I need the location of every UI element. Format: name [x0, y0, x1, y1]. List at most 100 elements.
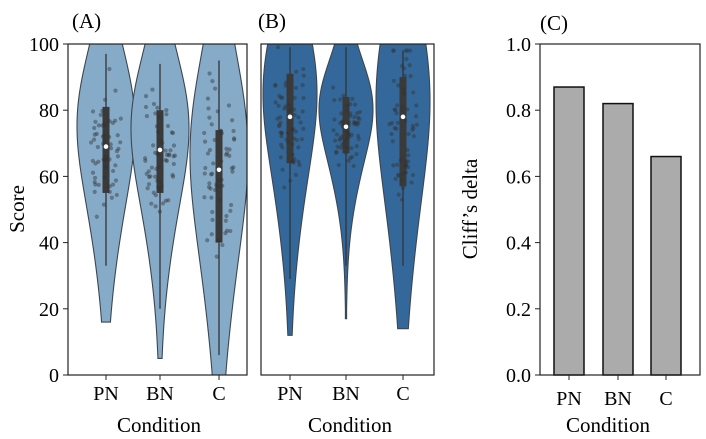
point	[228, 208, 233, 213]
point	[107, 119, 112, 124]
point	[107, 134, 112, 140]
point	[396, 83, 401, 88]
point	[157, 186, 162, 192]
point	[407, 63, 412, 68]
point	[156, 115, 161, 120]
bar-c	[650, 155, 682, 376]
point	[213, 86, 218, 91]
point	[107, 189, 112, 195]
panel-c-ylabel: Cliff’s delta	[458, 158, 482, 259]
point	[399, 178, 404, 183]
point	[143, 158, 148, 163]
point	[145, 186, 150, 191]
point	[224, 151, 230, 156]
point	[408, 48, 413, 53]
median-bn	[157, 147, 163, 153]
point	[94, 214, 99, 219]
point	[288, 178, 293, 183]
point	[153, 150, 158, 155]
y-tick-label: 60	[39, 166, 59, 188]
point	[344, 136, 349, 141]
point	[210, 78, 215, 84]
point	[352, 121, 357, 126]
x-tick-label-c: C	[212, 383, 225, 405]
panel-a: PN BN C 0 20 40 60 80 100 Score Condition	[5, 34, 248, 437]
point	[389, 121, 395, 126]
point	[273, 100, 278, 105]
point	[410, 127, 415, 132]
point	[231, 128, 236, 134]
panel-c: PN BN C 0.0 0.2 0.4 0.6 0.8 1.0 Cliff’s delta Co…	[458, 34, 701, 437]
x-tick-label-bn: BN	[332, 383, 360, 405]
point	[278, 95, 284, 100]
x-tick-label-c: C	[659, 388, 672, 410]
point	[208, 186, 213, 191]
point	[102, 122, 107, 127]
panel-c-bars	[553, 86, 682, 376]
point	[219, 177, 224, 182]
point	[163, 148, 168, 153]
point	[153, 204, 158, 209]
point	[113, 178, 119, 183]
point	[109, 195, 115, 200]
point	[202, 139, 208, 144]
point	[348, 111, 353, 116]
x-tick-label-pn: PN	[277, 383, 303, 405]
point	[170, 130, 176, 136]
point	[277, 123, 282, 128]
point	[338, 97, 343, 102]
y-tick-label: 0.2	[506, 299, 531, 321]
point	[394, 111, 399, 116]
point	[300, 109, 305, 114]
point	[164, 112, 169, 117]
iqr-box-c	[215, 130, 223, 243]
point	[110, 168, 116, 174]
point	[300, 83, 305, 88]
point	[100, 123, 105, 128]
point	[110, 182, 116, 187]
point	[352, 119, 357, 125]
point	[220, 183, 225, 188]
point	[392, 107, 397, 112]
point	[113, 118, 118, 123]
iqr-box-pn	[102, 106, 110, 193]
point	[219, 131, 224, 136]
point	[294, 69, 299, 74]
point	[347, 134, 352, 139]
point	[207, 181, 212, 186]
point	[108, 146, 114, 151]
point	[338, 145, 343, 150]
point	[403, 118, 408, 123]
point	[410, 172, 416, 178]
point	[100, 108, 105, 113]
point	[406, 164, 411, 170]
panel-b-frame	[260, 43, 435, 376]
point	[164, 108, 169, 113]
point	[277, 123, 282, 129]
point	[355, 122, 360, 128]
point	[102, 156, 107, 161]
point	[401, 91, 407, 96]
point	[214, 184, 219, 189]
point	[164, 158, 169, 163]
point	[278, 120, 283, 125]
point	[160, 140, 165, 146]
point	[171, 161, 176, 167]
point	[391, 48, 396, 53]
point	[282, 106, 287, 111]
x-tick-label-pn: PN	[93, 383, 119, 405]
point	[409, 180, 414, 185]
point	[393, 107, 398, 112]
point	[166, 153, 172, 158]
panel-c-axes: PN BN C 0.0 0.2 0.4 0.6 0.8 1.0	[506, 34, 673, 410]
point	[293, 172, 298, 177]
point	[280, 95, 285, 100]
point	[404, 56, 409, 62]
point	[356, 115, 361, 120]
point	[207, 147, 213, 153]
point	[391, 48, 396, 53]
point	[149, 201, 154, 206]
point	[101, 202, 106, 207]
point	[406, 131, 411, 137]
